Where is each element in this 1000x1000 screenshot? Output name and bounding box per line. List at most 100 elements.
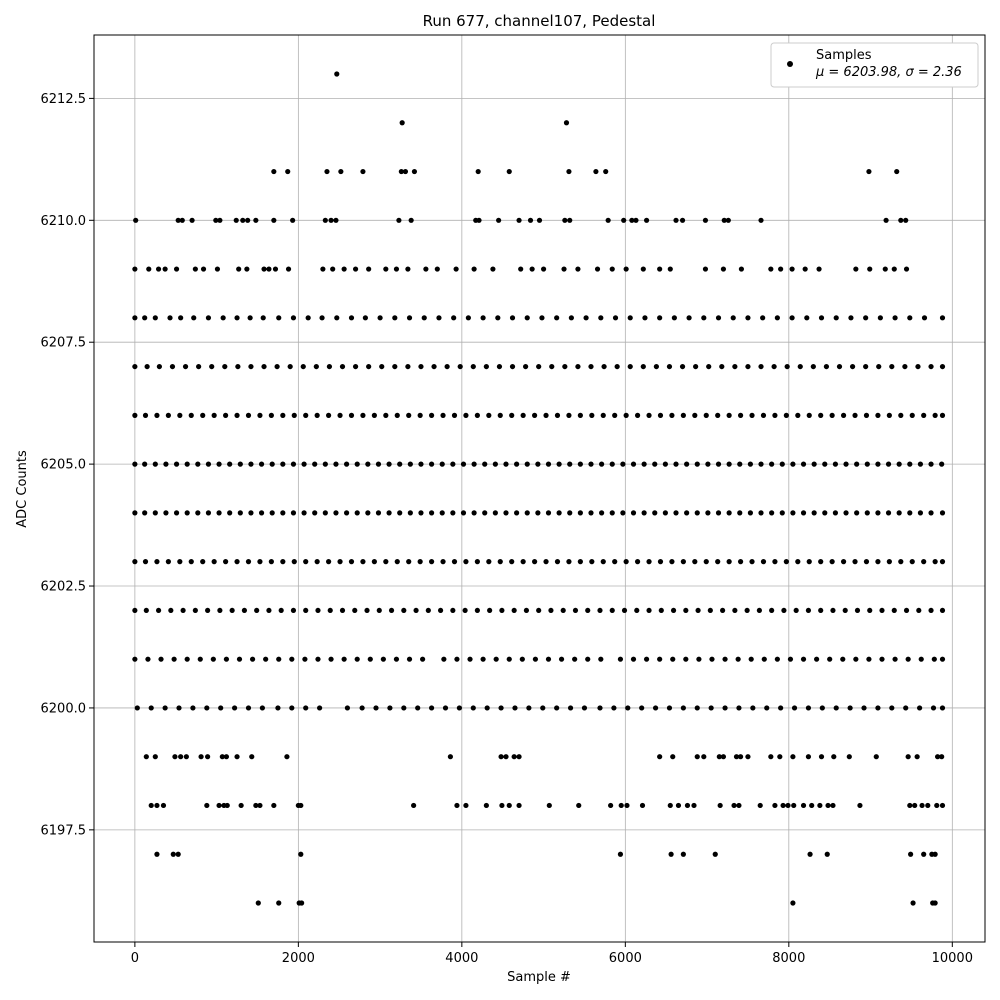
data-point <box>285 168 291 175</box>
data-point <box>460 461 467 467</box>
data-point <box>425 607 431 614</box>
x-tick-label: 8000 <box>772 951 805 966</box>
data-point <box>312 461 318 467</box>
data-point <box>652 510 658 516</box>
data-point <box>189 217 195 223</box>
data-point <box>313 363 319 370</box>
data-point <box>168 607 174 614</box>
data-point <box>791 705 798 711</box>
data-point <box>191 315 197 321</box>
data-point <box>612 315 619 321</box>
data-point <box>303 607 309 614</box>
data-point <box>375 510 382 516</box>
data-point <box>290 607 297 614</box>
data-point <box>737 461 743 467</box>
data-point <box>867 607 873 614</box>
data-point <box>254 607 260 614</box>
data-point <box>405 266 411 272</box>
data-point <box>630 461 637 467</box>
data-point <box>630 510 637 516</box>
data-point <box>442 705 449 711</box>
data-point <box>526 705 532 711</box>
data-point <box>474 559 480 565</box>
data-point <box>733 754 740 760</box>
data-point <box>303 559 309 565</box>
y-tick-label: 6210.0 <box>41 214 87 229</box>
data-point <box>620 510 626 516</box>
data-point <box>790 754 796 760</box>
data-point <box>822 461 828 467</box>
data-point <box>585 607 591 614</box>
data-point <box>558 656 565 662</box>
data-point <box>554 559 561 565</box>
data-point <box>399 120 405 126</box>
data-point <box>276 656 282 662</box>
data-point <box>928 510 934 516</box>
data-point <box>726 559 732 565</box>
data-point <box>183 754 189 760</box>
data-point <box>863 315 869 321</box>
data-point <box>738 266 745 272</box>
data-point <box>529 266 535 272</box>
data-point <box>673 217 679 223</box>
data-point <box>155 266 162 272</box>
data-point <box>639 705 645 711</box>
data-point <box>326 412 332 418</box>
data-point <box>334 315 340 321</box>
data-point <box>454 656 460 662</box>
data-point <box>717 802 723 809</box>
data-point <box>195 510 201 516</box>
data-point <box>757 802 763 809</box>
data-point <box>909 559 915 565</box>
data-point <box>366 363 372 370</box>
data-point <box>715 559 721 565</box>
data-point <box>393 266 400 272</box>
data-point <box>790 900 796 906</box>
data-point <box>339 607 346 614</box>
data-point <box>779 510 785 516</box>
legend-series-name: Samples <box>816 48 872 63</box>
data-point <box>463 802 469 809</box>
data-point <box>783 412 789 418</box>
data-point <box>173 510 180 516</box>
data-point <box>896 510 902 516</box>
data-point <box>777 754 783 760</box>
x-tick-label: 4000 <box>445 951 478 966</box>
data-point <box>886 559 892 565</box>
data-point <box>387 705 393 711</box>
data-point <box>745 754 751 760</box>
data-point <box>825 802 831 809</box>
data-point <box>747 510 754 516</box>
data-point <box>457 363 463 370</box>
data-point <box>184 510 190 516</box>
data-point <box>744 607 750 614</box>
data-point <box>132 461 138 467</box>
data-point <box>178 754 184 760</box>
data-point <box>417 412 423 418</box>
data-point <box>932 900 938 906</box>
data-point <box>275 705 281 711</box>
data-point <box>192 607 198 614</box>
data-point <box>939 363 946 370</box>
data-point <box>646 412 652 418</box>
data-point <box>249 656 256 662</box>
data-point <box>932 851 938 857</box>
data-point <box>365 461 371 467</box>
data-point <box>646 607 652 614</box>
data-point <box>268 559 274 565</box>
data-point <box>326 363 333 370</box>
data-point <box>245 217 251 223</box>
data-point <box>693 363 699 370</box>
data-point <box>224 802 230 809</box>
data-point <box>662 510 668 516</box>
data-point <box>598 315 604 321</box>
data-point <box>921 315 928 321</box>
data-point <box>506 656 512 662</box>
data-point <box>589 559 595 565</box>
data-point <box>320 266 326 272</box>
data-point <box>886 412 892 418</box>
data-point <box>577 461 583 467</box>
data-point <box>155 607 162 614</box>
data-point <box>939 607 946 614</box>
data-point <box>867 266 873 272</box>
